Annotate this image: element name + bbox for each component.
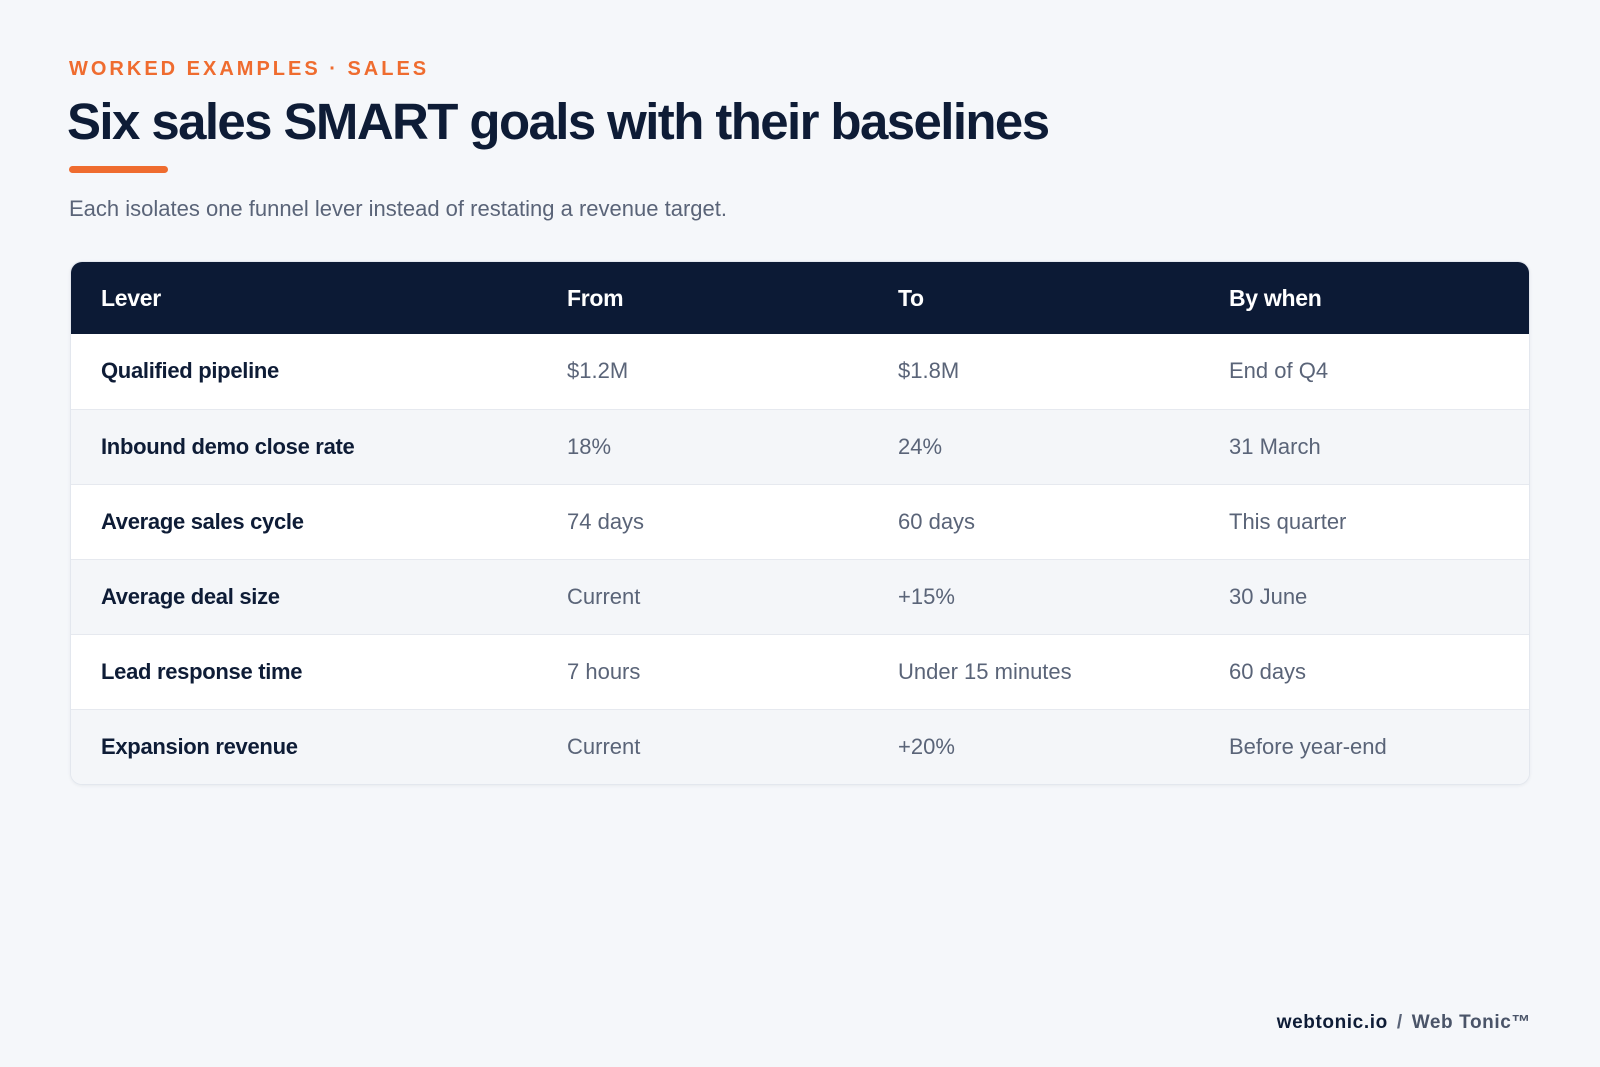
table-row: Lead response time 7 hours Under 15 minu… [71, 634, 1529, 709]
goals-table-card: Lever From To By when Qualified pipeline… [70, 261, 1530, 785]
by-when-cell: 31 March [1229, 433, 1321, 459]
to-cell: +20% [898, 733, 955, 759]
from-cell: Current [567, 583, 641, 609]
table-row: Inbound demo close rate 18% 24% 31 March [71, 409, 1529, 484]
eyebrow-label: WORKED EXAMPLES · SALES [69, 58, 430, 80]
page-subtitle: Each isolates one funnel lever instead o… [69, 196, 727, 221]
to-cell: +15% [898, 583, 955, 609]
goals-table: Lever From To By when Qualified pipeline… [71, 262, 1529, 784]
column-header-from: From [567, 284, 624, 311]
to-cell: $1.8M [898, 358, 960, 384]
footer-domain: webtonic.io [1276, 1012, 1388, 1033]
from-cell: $1.2M [567, 358, 629, 384]
lever-cell: Lead response time [101, 658, 303, 684]
from-cell: 7 hours [567, 658, 641, 684]
from-cell: Current [567, 733, 641, 759]
by-when-cell: End of Q4 [1229, 358, 1329, 384]
from-cell: 74 days [567, 508, 645, 534]
footer-separator: / [1396, 1012, 1403, 1033]
lever-cell: Expansion revenue [101, 733, 298, 759]
lever-cell: Average sales cycle [101, 508, 304, 534]
column-header-lever: Lever [101, 284, 161, 311]
lever-cell: Qualified pipeline [101, 358, 279, 384]
column-header-to: To [898, 284, 924, 311]
page-title: Six sales SMART goals with their baselin… [67, 93, 1050, 150]
to-cell: 60 days [898, 508, 976, 534]
lever-cell: Inbound demo close rate [101, 433, 355, 459]
by-when-cell: Before year-end [1229, 733, 1387, 759]
table-row: Expansion revenue Current +20% Before ye… [71, 709, 1529, 784]
to-cell: Under 15 minutes [898, 658, 1072, 684]
table-row: Average sales cycle 74 days 60 days This… [71, 484, 1529, 559]
accent-rule [69, 166, 168, 173]
table-row: Qualified pipeline $1.2M $1.8M End of Q4 [71, 334, 1529, 409]
table-row: Average deal size Current +15% 30 June [71, 559, 1529, 634]
by-when-cell: 30 June [1229, 583, 1308, 609]
table-header-row: Lever From To By when [71, 262, 1529, 334]
footer-credit: webtonic.io / Web Tonic™ [1277, 1012, 1531, 1034]
table-header: Lever From To By when [71, 262, 1529, 334]
table-body: Qualified pipeline $1.2M $1.8M End of Q4… [71, 334, 1529, 784]
by-when-cell: 60 days [1229, 658, 1307, 684]
to-cell: 24% [898, 433, 943, 459]
from-cell: 18% [567, 433, 612, 459]
lever-cell: Average deal size [101, 583, 280, 609]
column-header-by-when: By when [1229, 284, 1322, 311]
by-when-cell: This quarter [1229, 508, 1347, 534]
footer-brand: Web Tonic™ [1411, 1012, 1531, 1033]
